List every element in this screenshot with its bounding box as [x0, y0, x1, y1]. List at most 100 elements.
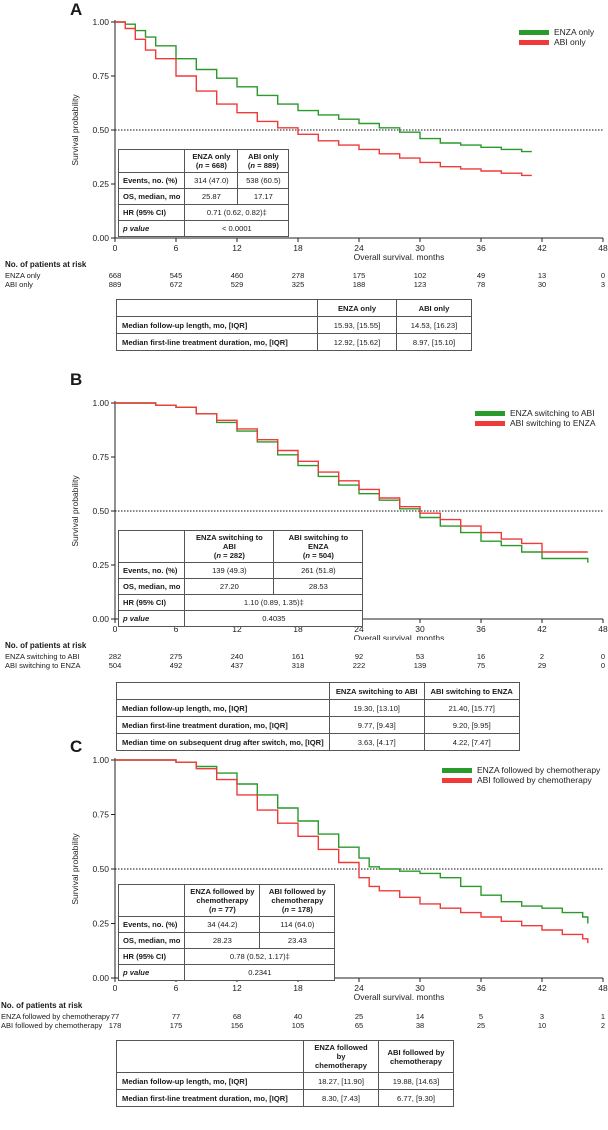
- risk-row-label: ABI followed by chemotherapy: [1, 1021, 103, 1030]
- y-tick-label: 1.00: [92, 398, 109, 408]
- y-tick-label: 0.75: [92, 810, 109, 820]
- stats-table-b: ENZA switching to ABI (n = 282) ABI switc…: [117, 530, 364, 627]
- risk-value: 38: [415, 1021, 425, 1030]
- y-tick-label: 0.00: [92, 973, 109, 983]
- risk-value: 175: [352, 271, 366, 280]
- risk-value: 40: [293, 1012, 303, 1021]
- x-axis-label: Overall survival, months: [354, 252, 445, 260]
- panel-label-b: B: [70, 370, 83, 389]
- risk-row-label: ENZA only: [5, 271, 41, 280]
- x-tick-label: 48: [598, 243, 608, 253]
- panel-label-c: C: [70, 737, 83, 756]
- risk-value: 0: [600, 652, 606, 661]
- y-tick-label: 0.00: [92, 614, 109, 624]
- x-tick-label: 42: [537, 983, 547, 993]
- y-tick-label: 0.75: [92, 452, 109, 462]
- risk-value: 92: [354, 652, 364, 661]
- risk-value: 13: [537, 271, 547, 280]
- risk-value: 325: [291, 280, 305, 289]
- km-curve-abi: [115, 759, 589, 944]
- x-tick-label: 0: [113, 624, 118, 634]
- risk-row-label: ABI only: [5, 280, 33, 289]
- legend-label: ENZA switching to ABI: [510, 408, 595, 418]
- x-axis-label: Overall survival, months: [354, 992, 445, 1000]
- legend-swatch: [475, 421, 505, 426]
- risk-value: 14: [415, 1012, 425, 1021]
- panel-label-a: A: [70, 0, 83, 19]
- risk-value: 49: [476, 271, 486, 280]
- risk-value: 175: [169, 1021, 183, 1030]
- risk-value: 29: [537, 661, 547, 670]
- risk-value: 178: [108, 1021, 122, 1030]
- risk-value: 222: [352, 661, 366, 670]
- risk-value: 53: [415, 652, 425, 661]
- legend-swatch: [442, 778, 472, 783]
- km-curve-abi: [115, 21, 532, 177]
- x-tick-label: 24: [354, 243, 364, 253]
- legend-label: ENZA only: [554, 27, 595, 37]
- x-tick-label: 12: [232, 243, 242, 253]
- risk-value: 65: [354, 1021, 364, 1030]
- risk-value: 529: [230, 280, 244, 289]
- km-curve-enza: [115, 759, 589, 924]
- risk-value: 161: [291, 652, 305, 661]
- y-tick-label: 0.25: [92, 560, 109, 570]
- risk-value: 68: [232, 1012, 242, 1021]
- risk-row-label: ENZA followed by chemotherapy: [1, 1012, 110, 1021]
- y-tick-label: 0.50: [92, 506, 109, 516]
- risk-value: 2: [539, 652, 545, 661]
- risk-value: 5: [478, 1012, 484, 1021]
- km-plot-a: 0.00 0.25 0.50 0.75 1.00 0 6 12 18 24 30 36 42 48 Over…: [70, 17, 608, 260]
- followup-table-b: ENZA switching to ABI ABI switching to E…: [116, 682, 520, 751]
- risk-value: 460: [230, 271, 244, 280]
- risk-value: 240: [230, 652, 244, 661]
- y-tick-label: 0.50: [92, 864, 109, 874]
- x-tick-label: 30: [415, 243, 425, 253]
- x-tick-label: 6: [174, 624, 179, 634]
- risk-value: 1: [600, 1012, 606, 1021]
- y-tick-label: 1.00: [92, 17, 109, 27]
- y-tick-label: 0.25: [92, 179, 109, 189]
- legend-label: ABI followed by chemotherapy: [477, 775, 593, 785]
- x-tick-label: 36: [476, 243, 486, 253]
- x-tick-label: 0: [113, 243, 118, 253]
- x-tick-label: 6: [174, 983, 179, 993]
- y-axis-label: Survival probability: [70, 475, 80, 547]
- risk-value: 123: [413, 280, 427, 289]
- risk-row-label: ENZA switching to ABI: [5, 652, 80, 661]
- y-tick-label: 0.25: [92, 919, 109, 929]
- km-curve-abi: [115, 402, 588, 553]
- stats-table-a: ENZA only (n = 668) ABI only (n = 889) Eve…: [117, 149, 290, 237]
- x-tick-label: 48: [598, 983, 608, 993]
- x-tick-label: 18: [293, 243, 303, 253]
- risk-value: 0: [600, 661, 606, 670]
- risk-value: 282: [108, 652, 122, 661]
- y-tick-label: 0.00: [92, 233, 109, 243]
- risk-value: 25: [354, 1012, 364, 1021]
- risk-value: 672: [169, 280, 183, 289]
- risk-table-title: No. of patients at risk: [1, 1001, 83, 1010]
- x-tick-label: 24: [354, 624, 364, 634]
- km-curve-enza: [115, 21, 532, 153]
- risk-value: 75: [476, 661, 486, 670]
- risk-value: 30: [537, 280, 547, 289]
- risk-value: 889: [108, 280, 122, 289]
- stats-header: ABI switching to ENZA (n = 504): [273, 530, 364, 563]
- x-tick-label: 12: [232, 624, 242, 634]
- km-plot-b: 0.00 0.25 0.50 0.75 1.00 0 6 12 18 24 30 36 42 48 Over…: [70, 398, 608, 640]
- risk-value: 545: [169, 271, 183, 280]
- x-tick-label: 42: [537, 243, 547, 253]
- risk-value: 25: [476, 1021, 486, 1030]
- risk-value: 139: [413, 661, 427, 670]
- followup-table-a: ENZA only ABI only Median follow-up leng…: [116, 299, 472, 351]
- x-tick-label: 24: [354, 983, 364, 993]
- x-tick-label: 0: [113, 983, 118, 993]
- x-tick-label: 18: [293, 624, 303, 634]
- legend-swatch: [475, 411, 505, 416]
- legend-swatch: [442, 768, 472, 773]
- x-axis-label: Overall survival, months: [354, 633, 445, 640]
- stats-table-c: ENZA followed by chemotherapy (n = 77) ABI…: [117, 884, 336, 981]
- x-tick-label: 48: [598, 624, 608, 634]
- risk-table-title: No. of patients at risk: [5, 260, 87, 269]
